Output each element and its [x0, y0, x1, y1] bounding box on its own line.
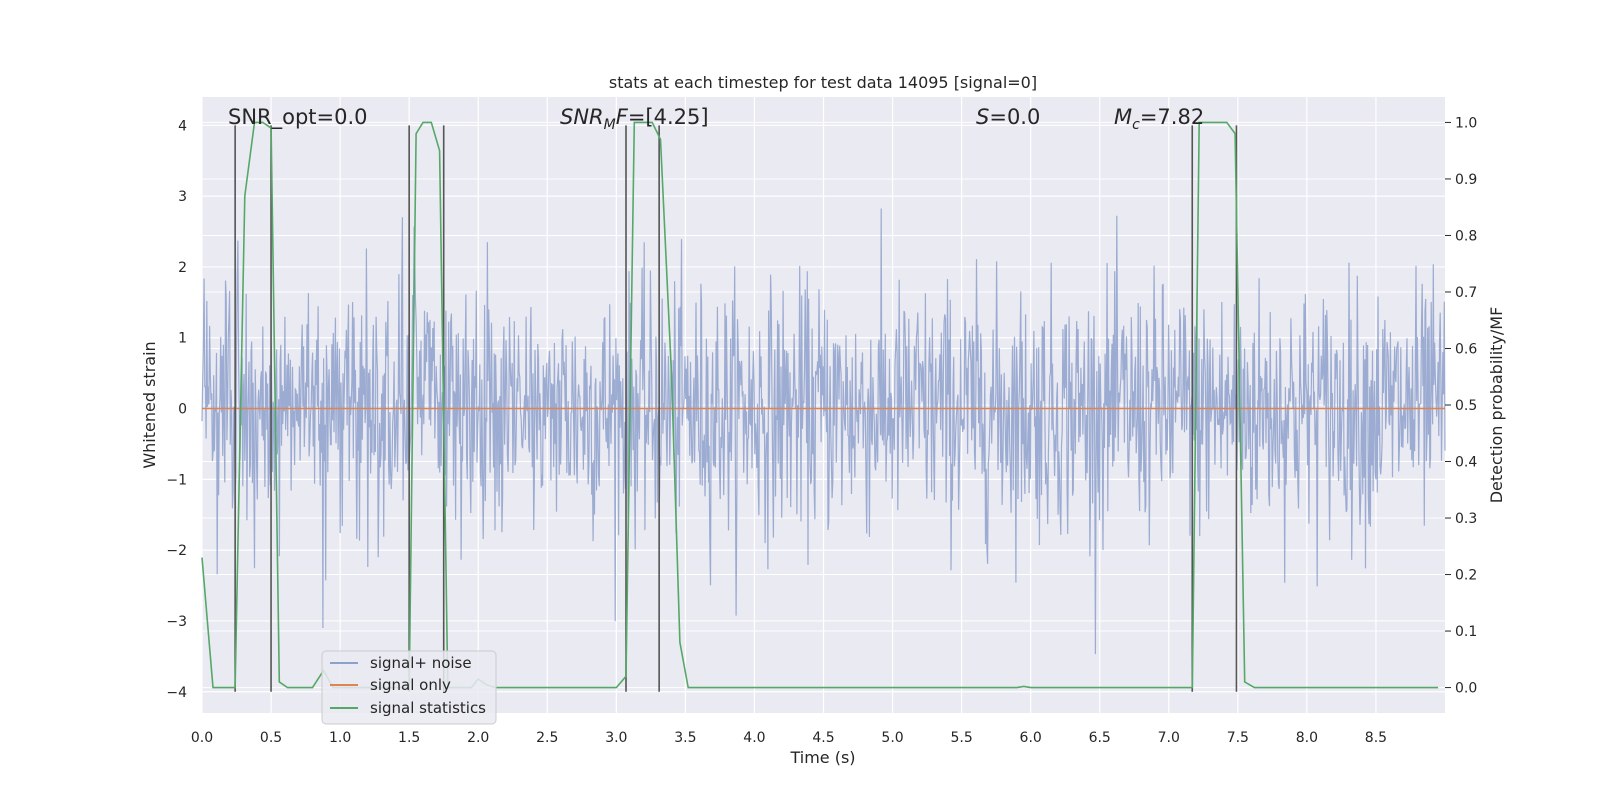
x-tick-label: 5.0	[881, 730, 903, 746]
y-right-tick-label: 0.7	[1455, 285, 1477, 301]
x-tick-label: 4.0	[743, 730, 765, 746]
annotation-snr-opt: SNR_opt=0.0	[228, 105, 368, 130]
x-tick-label: 8.5	[1365, 730, 1387, 746]
y-left-tick-label: −4	[166, 685, 187, 701]
legend-label-noise: signal+ noise	[370, 654, 472, 672]
legend-label-signal-only: signal only	[370, 676, 451, 694]
x-tick-label: 2.0	[467, 730, 489, 746]
annotation-mc: Mc=7.82	[1114, 105, 1204, 133]
y-right-tick-label: 0.0	[1455, 681, 1477, 697]
y-left-tick-label: −2	[166, 543, 187, 559]
y-left-tick-label: −3	[166, 614, 187, 630]
annotation-snr-mf: SNRMF=[4.25]	[560, 105, 709, 133]
x-tick-label: 6.0	[1020, 730, 1042, 746]
y-right-tick-label: 0.5	[1455, 398, 1477, 414]
x-tick-label: 3.0	[605, 730, 627, 746]
x-tick-label: 1.0	[329, 730, 351, 746]
y-right-tick-label: 0.9	[1455, 172, 1477, 188]
y-left-tick-label: 2	[178, 260, 187, 276]
chart-title: stats at each timestep for test data 140…	[609, 73, 1037, 92]
y-left-axis-ticks: −4 −3 −2 −1 0 1 2 3 4	[166, 118, 187, 700]
x-tick-label: 0.0	[191, 730, 213, 746]
y-left-tick-label: 1	[178, 331, 187, 347]
y-left-tick-label: −1	[166, 472, 187, 488]
x-axis-label: Time (s)	[789, 748, 855, 767]
y-right-tick-label: 0.2	[1455, 568, 1477, 584]
x-tick-label: 2.5	[536, 730, 558, 746]
x-tick-label: 4.5	[812, 730, 834, 746]
y-right-tick-label: 0.6	[1455, 341, 1477, 357]
x-tick-label: 5.5	[950, 730, 972, 746]
x-tick-label: 8.0	[1296, 730, 1318, 746]
y-right-tick-label: 1.0	[1455, 115, 1477, 131]
y-left-axis-label: Whitened strain	[140, 341, 159, 468]
x-axis-ticks: 0.0 0.5 1.0 1.5 2.0 2.5 3.0 3.5 4.0 4.5 5.0 5.5 6.0 6…	[191, 730, 1387, 746]
legend-box	[321, 650, 497, 725]
y-right-tick-label: 0.4	[1455, 455, 1477, 471]
x-tick-label: 3.5	[674, 730, 696, 746]
legend: signal+ noise signal only signal statist…	[321, 650, 497, 725]
y-right-tick-label: 0.3	[1455, 511, 1477, 527]
y-right-axis-label: Detection probability/MF	[1487, 307, 1506, 504]
x-tick-label: 0.5	[260, 730, 282, 746]
y-right-axis-ticks: 0.0 0.1 0.2 0.3 0.4 0.5 0.6 0.7 0.8 0.9 1.0	[1445, 115, 1477, 697]
y-right-tick-label: 0.8	[1455, 228, 1477, 244]
y-right-tick-label: 0.1	[1455, 624, 1477, 640]
legend-label-statistics: signal statistics	[370, 699, 486, 717]
x-tick-label: 6.5	[1089, 730, 1111, 746]
x-tick-label: 1.5	[398, 730, 420, 746]
y-left-tick-label: 4	[178, 118, 187, 134]
annotation-s: S=0.0	[976, 105, 1040, 129]
x-tick-label: 7.0	[1158, 730, 1180, 746]
y-left-tick-label: 3	[178, 189, 187, 205]
y-left-tick-label: 0	[178, 402, 187, 418]
x-tick-label: 7.5	[1227, 730, 1249, 746]
